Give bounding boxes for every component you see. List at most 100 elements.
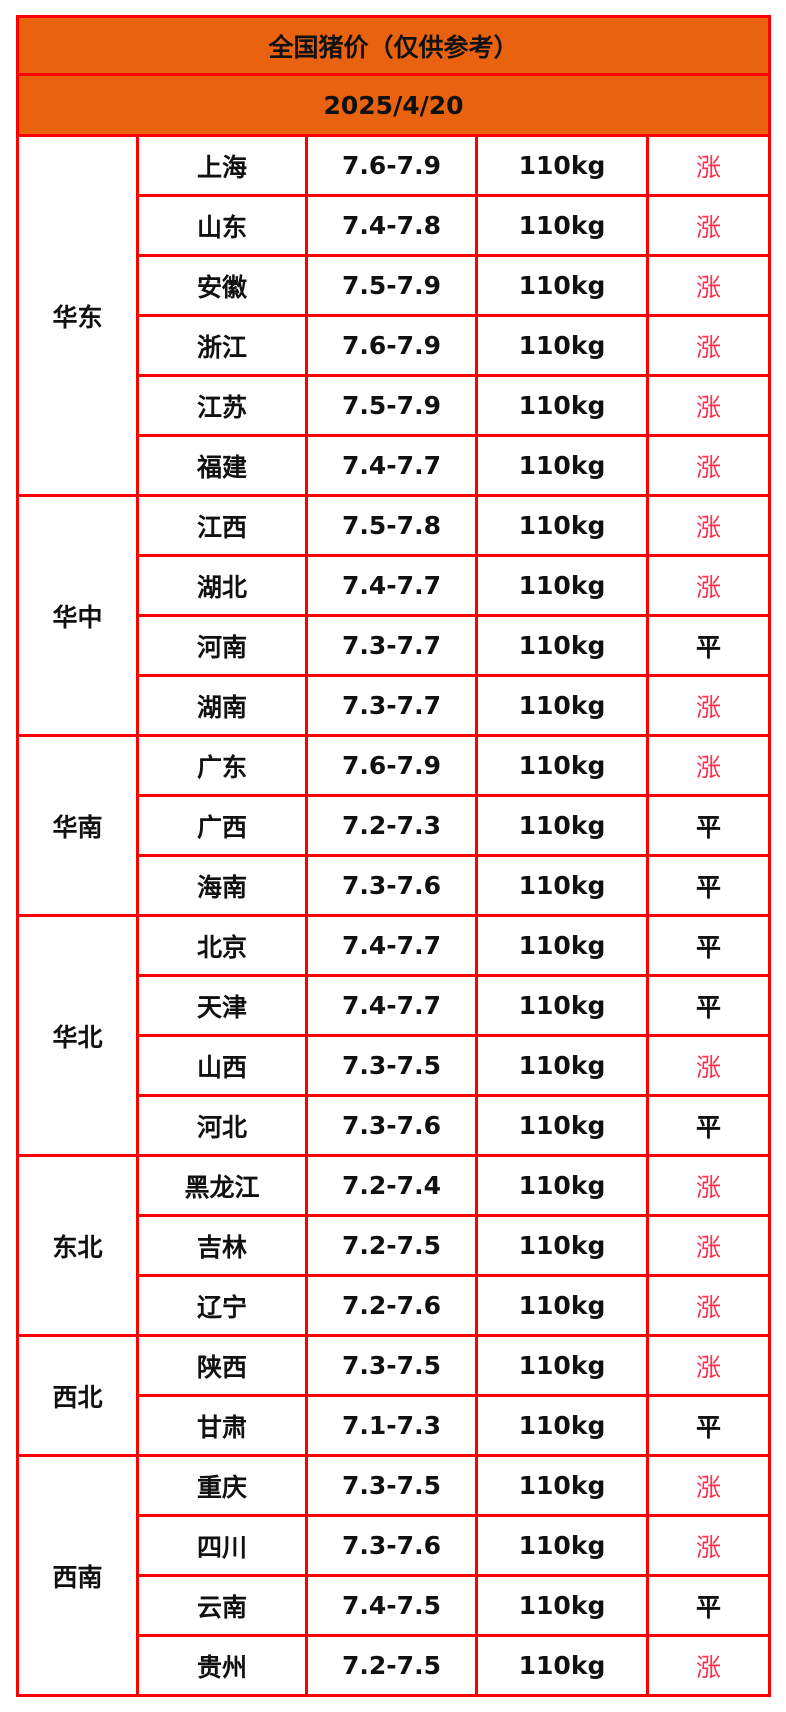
trend-cell: 涨 [645, 674, 772, 737]
province-cell: 云南 [136, 1574, 308, 1637]
province-cell: 四川 [136, 1514, 308, 1577]
trend-cell: 涨 [645, 134, 772, 197]
province-cell: 江西 [136, 494, 308, 557]
province-cell: 上海 [136, 134, 308, 197]
table-row: 西南 重庆 7.3-7.5 110kg 涨 [16, 1454, 772, 1697]
table-row: 安徽 7.5-7.9 110kg 涨 [18, 254, 772, 317]
province-cell: 辽宁 [136, 1274, 308, 1337]
weight-cell: 110kg [475, 674, 649, 737]
table-row: 河南 7.3-7.7 110kg 平 [18, 614, 772, 677]
pig-price-table: 全国猪价（仅供参考） 2025/4/20 华东 上海 7.6-7.9 110kg 涨山东… [15, 15, 772, 1697]
table-row: 山西 7.3-7.5 110kg 涨 [18, 1034, 772, 1097]
weight-cell: 110kg [475, 254, 649, 317]
table-row: 湖北 7.4-7.7 110kg 涨 [18, 554, 772, 617]
trend-cell: 涨 [645, 194, 772, 257]
date-row: 2025/4/20 [15, 73, 772, 137]
price-range-cell: 7.2-7.6 [305, 1274, 478, 1337]
province-cell: 北京 [136, 914, 308, 977]
price-range-cell: 7.2-7.5 [305, 1214, 478, 1277]
province-cell: 甘肃 [136, 1394, 308, 1457]
price-range-cell: 7.5-7.8 [305, 494, 478, 557]
weight-cell: 110kg [475, 914, 649, 977]
province-cell: 重庆 [136, 1454, 308, 1517]
price-range-cell: 7.1-7.3 [305, 1394, 478, 1457]
province-cell: 贵州 [136, 1634, 308, 1697]
weight-cell: 110kg [475, 794, 649, 857]
trend-cell: 涨 [645, 734, 772, 797]
trend-cell: 涨 [645, 1274, 772, 1337]
table-title: 全国猪价（仅供参考） [15, 15, 772, 76]
province-cell: 浙江 [136, 314, 308, 377]
price-range-cell: 7.3-7.7 [305, 674, 478, 737]
region-cell: 西北 [16, 1334, 139, 1457]
table-row: 云南 7.4-7.5 110kg 平 [18, 1574, 772, 1637]
province-cell: 天津 [136, 974, 308, 1037]
province-cell: 广东 [136, 734, 308, 797]
price-range-cell: 7.3-7.5 [305, 1454, 478, 1517]
table-row: 华南 广东 7.6-7.9 110kg 涨 [16, 734, 772, 917]
table-row: 甘肃 7.1-7.3 110kg 平 [18, 1394, 772, 1457]
trend-cell: 平 [645, 854, 772, 917]
price-range-cell: 7.4-7.7 [305, 974, 478, 1037]
trend-cell: 涨 [645, 1514, 772, 1577]
table-row: 海南 7.3-7.6 110kg 平 [18, 854, 772, 917]
weight-cell: 110kg [475, 1094, 649, 1157]
trend-cell: 平 [645, 614, 772, 677]
trend-cell: 平 [645, 1094, 772, 1157]
price-range-cell: 7.4-7.7 [305, 434, 478, 497]
trend-cell: 平 [645, 1574, 772, 1637]
trend-cell: 涨 [645, 314, 772, 377]
table-row: 浙江 7.6-7.9 110kg 涨 [18, 314, 772, 377]
weight-cell: 110kg [475, 554, 649, 617]
province-cell: 山东 [136, 194, 308, 257]
trend-cell: 涨 [645, 1454, 772, 1517]
weight-cell: 110kg [475, 1514, 649, 1577]
weight-cell: 110kg [475, 374, 649, 437]
price-range-cell: 7.2-7.5 [305, 1634, 478, 1697]
trend-cell: 平 [645, 914, 772, 977]
table-row: 东北 黑龙江 7.2-7.4 110kg 涨 [16, 1154, 772, 1337]
weight-cell: 110kg [475, 314, 649, 377]
region-cell: 华南 [16, 734, 139, 917]
province-cell: 吉林 [136, 1214, 308, 1277]
weight-cell: 110kg [475, 1634, 649, 1697]
province-cell: 海南 [136, 854, 308, 917]
price-range-cell: 7.4-7.7 [305, 914, 478, 977]
region-cell: 华东 [16, 134, 139, 497]
trend-cell: 涨 [645, 374, 772, 437]
province-cell: 山西 [136, 1034, 308, 1097]
weight-cell: 110kg [475, 974, 649, 1037]
province-cell: 安徽 [136, 254, 308, 317]
weight-cell: 110kg [475, 1394, 649, 1457]
trend-cell: 涨 [645, 494, 772, 557]
province-cell: 福建 [136, 434, 308, 497]
title-row: 全国猪价（仅供参考） [15, 15, 772, 76]
weight-cell: 110kg [475, 1334, 649, 1397]
table-row: 广西 7.2-7.3 110kg 平 [18, 794, 772, 857]
table-row: 吉林 7.2-7.5 110kg 涨 [18, 1214, 772, 1277]
trend-cell: 平 [645, 794, 772, 857]
price-range-cell: 7.4-7.7 [305, 554, 478, 617]
table-row: 江苏 7.5-7.9 110kg 涨 [18, 374, 772, 437]
weight-cell: 110kg [475, 194, 649, 257]
trend-cell: 涨 [645, 1334, 772, 1397]
table-row: 福建 7.4-7.7 110kg 涨 [18, 434, 772, 497]
province-cell: 广西 [136, 794, 308, 857]
weight-cell: 110kg [475, 734, 649, 797]
weight-cell: 110kg [475, 1034, 649, 1097]
price-range-cell: 7.6-7.9 [305, 314, 478, 377]
trend-cell: 涨 [645, 434, 772, 497]
price-range-cell: 7.6-7.9 [305, 734, 478, 797]
province-cell: 湖南 [136, 674, 308, 737]
table-row: 四川 7.3-7.6 110kg 涨 [18, 1514, 772, 1577]
weight-cell: 110kg [475, 494, 649, 557]
trend-cell: 涨 [645, 1034, 772, 1097]
weight-cell: 110kg [475, 434, 649, 497]
price-range-cell: 7.5-7.9 [305, 374, 478, 437]
table-row: 华东 上海 7.6-7.9 110kg 涨 [16, 134, 772, 497]
price-range-cell: 7.6-7.9 [305, 134, 478, 197]
price-range-cell: 7.5-7.9 [305, 254, 478, 317]
price-range-cell: 7.3-7.6 [305, 1514, 478, 1577]
trend-cell: 涨 [645, 1634, 772, 1697]
table-row: 湖南 7.3-7.7 110kg 涨 [18, 674, 772, 737]
